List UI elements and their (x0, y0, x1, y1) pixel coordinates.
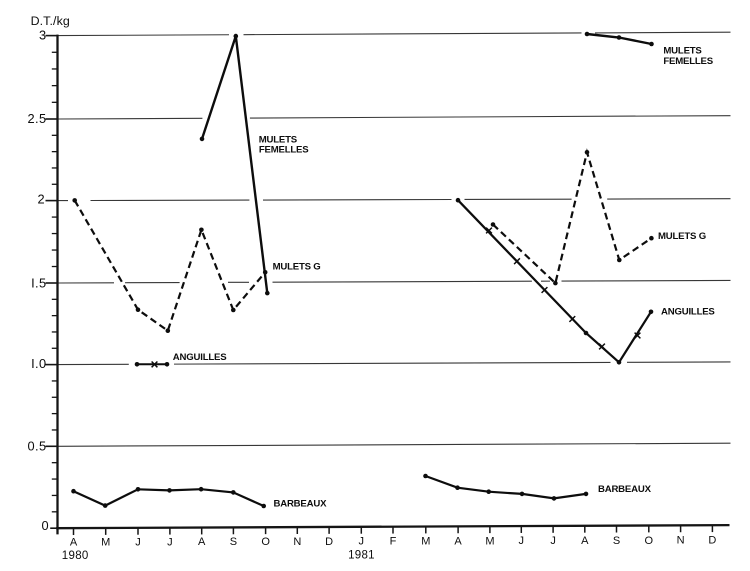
svg-text:1980: 1980 (62, 550, 89, 562)
svg-text:MULETS G: MULETS G (658, 231, 706, 242)
svg-text:J: J (135, 536, 141, 548)
svg-text:ANGUILLES: ANGUILLES (173, 352, 227, 363)
svg-text:MULETS: MULETS (259, 135, 298, 146)
svg-text:D: D (708, 535, 716, 547)
svg-text:FEMELLES: FEMELLES (259, 144, 309, 155)
svg-text:M: M (101, 536, 110, 548)
svg-text:I.5: I.5 (31, 275, 46, 290)
svg-text:D.T./kg: D.T./kg (31, 14, 70, 28)
svg-text:ANGUILLES: ANGUILLES (661, 307, 715, 318)
svg-text:FEMELLES: FEMELLES (663, 56, 713, 67)
svg-text:S: S (613, 535, 620, 547)
svg-text:M: M (485, 535, 494, 547)
svg-text:J: J (359, 536, 365, 548)
svg-text:J: J (519, 535, 525, 547)
svg-text:N: N (293, 536, 301, 548)
svg-text:N: N (677, 535, 685, 547)
svg-text:3: 3 (39, 27, 47, 42)
svg-text:2: 2 (37, 191, 45, 206)
svg-text:F: F (390, 536, 397, 548)
svg-text:S: S (230, 536, 237, 548)
svg-text:BARBEAUX: BARBEAUX (274, 499, 328, 510)
svg-text:BARBEAUX: BARBEAUX (598, 484, 652, 495)
svg-text:MULETS G: MULETS G (273, 261, 321, 272)
svg-text:O: O (645, 535, 654, 547)
svg-text:MULETS: MULETS (663, 46, 702, 57)
svg-text:A: A (454, 535, 462, 547)
svg-text:D: D (325, 536, 333, 548)
svg-text:J: J (550, 535, 556, 547)
svg-text:A: A (198, 536, 206, 548)
svg-text:I.0: I.0 (31, 356, 46, 371)
svg-text:M: M (421, 535, 430, 547)
svg-text:2.5: 2.5 (28, 111, 47, 126)
svg-text:0: 0 (41, 518, 49, 533)
svg-text:J: J (167, 536, 173, 548)
svg-text:A: A (70, 537, 78, 549)
svg-text:O: O (261, 536, 270, 548)
svg-text:A: A (581, 535, 589, 547)
svg-text:0.5: 0.5 (28, 438, 47, 453)
svg-text:1981: 1981 (348, 550, 375, 562)
